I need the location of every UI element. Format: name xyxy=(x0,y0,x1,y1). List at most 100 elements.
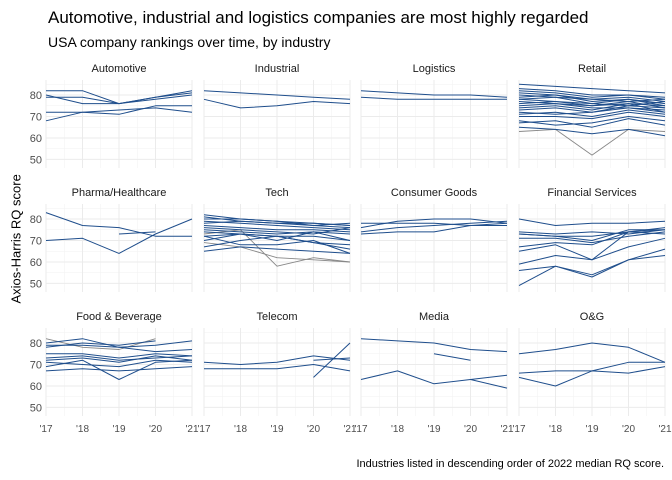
x-tick-label: '19 xyxy=(427,424,440,435)
series-line xyxy=(360,220,508,233)
series-line xyxy=(518,101,666,107)
panel-consumer-goods: Consumer Goods xyxy=(360,187,508,292)
x-tick-label: '20 xyxy=(149,424,162,435)
x-tick-label: '17 xyxy=(354,424,367,435)
series-line xyxy=(518,94,666,105)
panel-title: Consumer Goods xyxy=(391,187,478,199)
series-line xyxy=(313,357,351,361)
y-tick-label: 60 xyxy=(30,257,42,269)
panel-logistics: Logistics xyxy=(360,63,508,168)
x-tick-label: '21 xyxy=(500,424,513,435)
x-tick-label: '19 xyxy=(585,424,598,435)
series-line xyxy=(45,355,193,363)
x-tick-label: '21 xyxy=(185,424,198,435)
y-tick-label: 70 xyxy=(30,235,42,247)
series-line xyxy=(46,344,193,353)
series-line xyxy=(45,359,193,368)
series-line xyxy=(45,338,156,350)
series-line xyxy=(203,242,351,263)
series-line xyxy=(518,227,666,248)
series-line xyxy=(360,96,507,100)
panel-title: Logistics xyxy=(413,63,456,75)
x-tick-label: '19 xyxy=(270,424,283,435)
series-line xyxy=(203,227,351,235)
x-tick-label: '17 xyxy=(39,424,52,435)
series-line xyxy=(203,246,351,254)
series-line xyxy=(518,126,666,137)
panel-title: O&G xyxy=(580,311,604,323)
series-line xyxy=(45,212,192,237)
series-line xyxy=(203,220,351,226)
x-tick-label: '21 xyxy=(343,424,356,435)
series-line xyxy=(360,90,508,98)
series-line xyxy=(45,366,193,372)
series-line xyxy=(45,105,192,122)
x-tick-label: '21 xyxy=(658,424,671,435)
series-line xyxy=(519,111,666,120)
panel-title: Tech xyxy=(265,187,288,199)
series-line xyxy=(470,379,508,389)
series-line xyxy=(519,231,666,244)
x-tick-label: '20 xyxy=(464,424,477,435)
series-line xyxy=(203,355,351,365)
chart-caption: Industries listed in descending order of… xyxy=(356,458,664,470)
x-tick-label: '17 xyxy=(512,424,525,435)
series-line xyxy=(518,248,666,287)
series-line xyxy=(203,229,351,235)
panel-title: Media xyxy=(419,311,450,323)
y-tick-label: 70 xyxy=(30,359,42,371)
panel-industrial: Industrial xyxy=(203,63,351,168)
chart-subtitle: USA company rankings over time, by indus… xyxy=(48,34,331,50)
series-line xyxy=(518,83,666,94)
panel-title: Financial Services xyxy=(547,187,637,199)
series-line xyxy=(203,98,351,109)
series-line xyxy=(203,235,351,254)
panel-automotive: Automotive 50 60 70 80 xyxy=(30,63,193,168)
chart-title: Automotive, industrial and logistics com… xyxy=(48,8,589,27)
series-line xyxy=(518,237,666,265)
series-line xyxy=(360,338,508,353)
panel-title: Industrial xyxy=(255,63,300,75)
series-line xyxy=(518,218,666,226)
y-tick-label: 50 xyxy=(30,402,42,414)
series-line xyxy=(45,218,193,254)
series-line xyxy=(360,370,508,385)
series-line xyxy=(518,118,666,128)
series-line xyxy=(45,359,193,380)
y-tick-label: 60 xyxy=(30,381,42,393)
series-line xyxy=(46,107,193,113)
x-tick-label: '19 xyxy=(112,424,125,435)
series-line xyxy=(204,364,351,372)
y-tick-label: 50 xyxy=(30,278,42,290)
series-line xyxy=(518,255,666,278)
y-tick-label: 80 xyxy=(30,214,42,226)
y-tick-label: 80 xyxy=(30,338,42,350)
series-line xyxy=(518,109,666,117)
series-line xyxy=(518,116,666,126)
series-line xyxy=(433,353,471,361)
series-line xyxy=(360,225,507,235)
x-tick-label: '18 xyxy=(549,424,562,435)
series-line xyxy=(518,98,666,107)
series-line xyxy=(118,231,156,235)
series-line xyxy=(203,225,351,233)
panel-telecom: Telecom '17 '18 '19 '20 '21 xyxy=(197,311,356,435)
series-line xyxy=(518,229,665,241)
x-tick-label: '18 xyxy=(391,424,404,435)
series-line xyxy=(518,90,666,100)
series-line xyxy=(203,90,351,100)
panel-retail: Retail xyxy=(518,63,666,168)
series-line xyxy=(518,128,666,156)
y-tick-label: 60 xyxy=(30,133,42,145)
series-line xyxy=(518,107,666,115)
x-tick-label: '20 xyxy=(307,424,320,435)
y-tick-label: 80 xyxy=(30,90,42,102)
panel-title: Retail xyxy=(578,63,606,75)
x-tick-label: '17 xyxy=(197,424,210,435)
panel-pharma-healthcare: Pharma/Healthcare 50 60 70 80 xyxy=(30,187,193,292)
x-tick-label: '18 xyxy=(76,424,89,435)
series-line xyxy=(518,342,666,363)
panel-tech: Tech xyxy=(203,187,351,292)
series-line xyxy=(313,342,351,378)
